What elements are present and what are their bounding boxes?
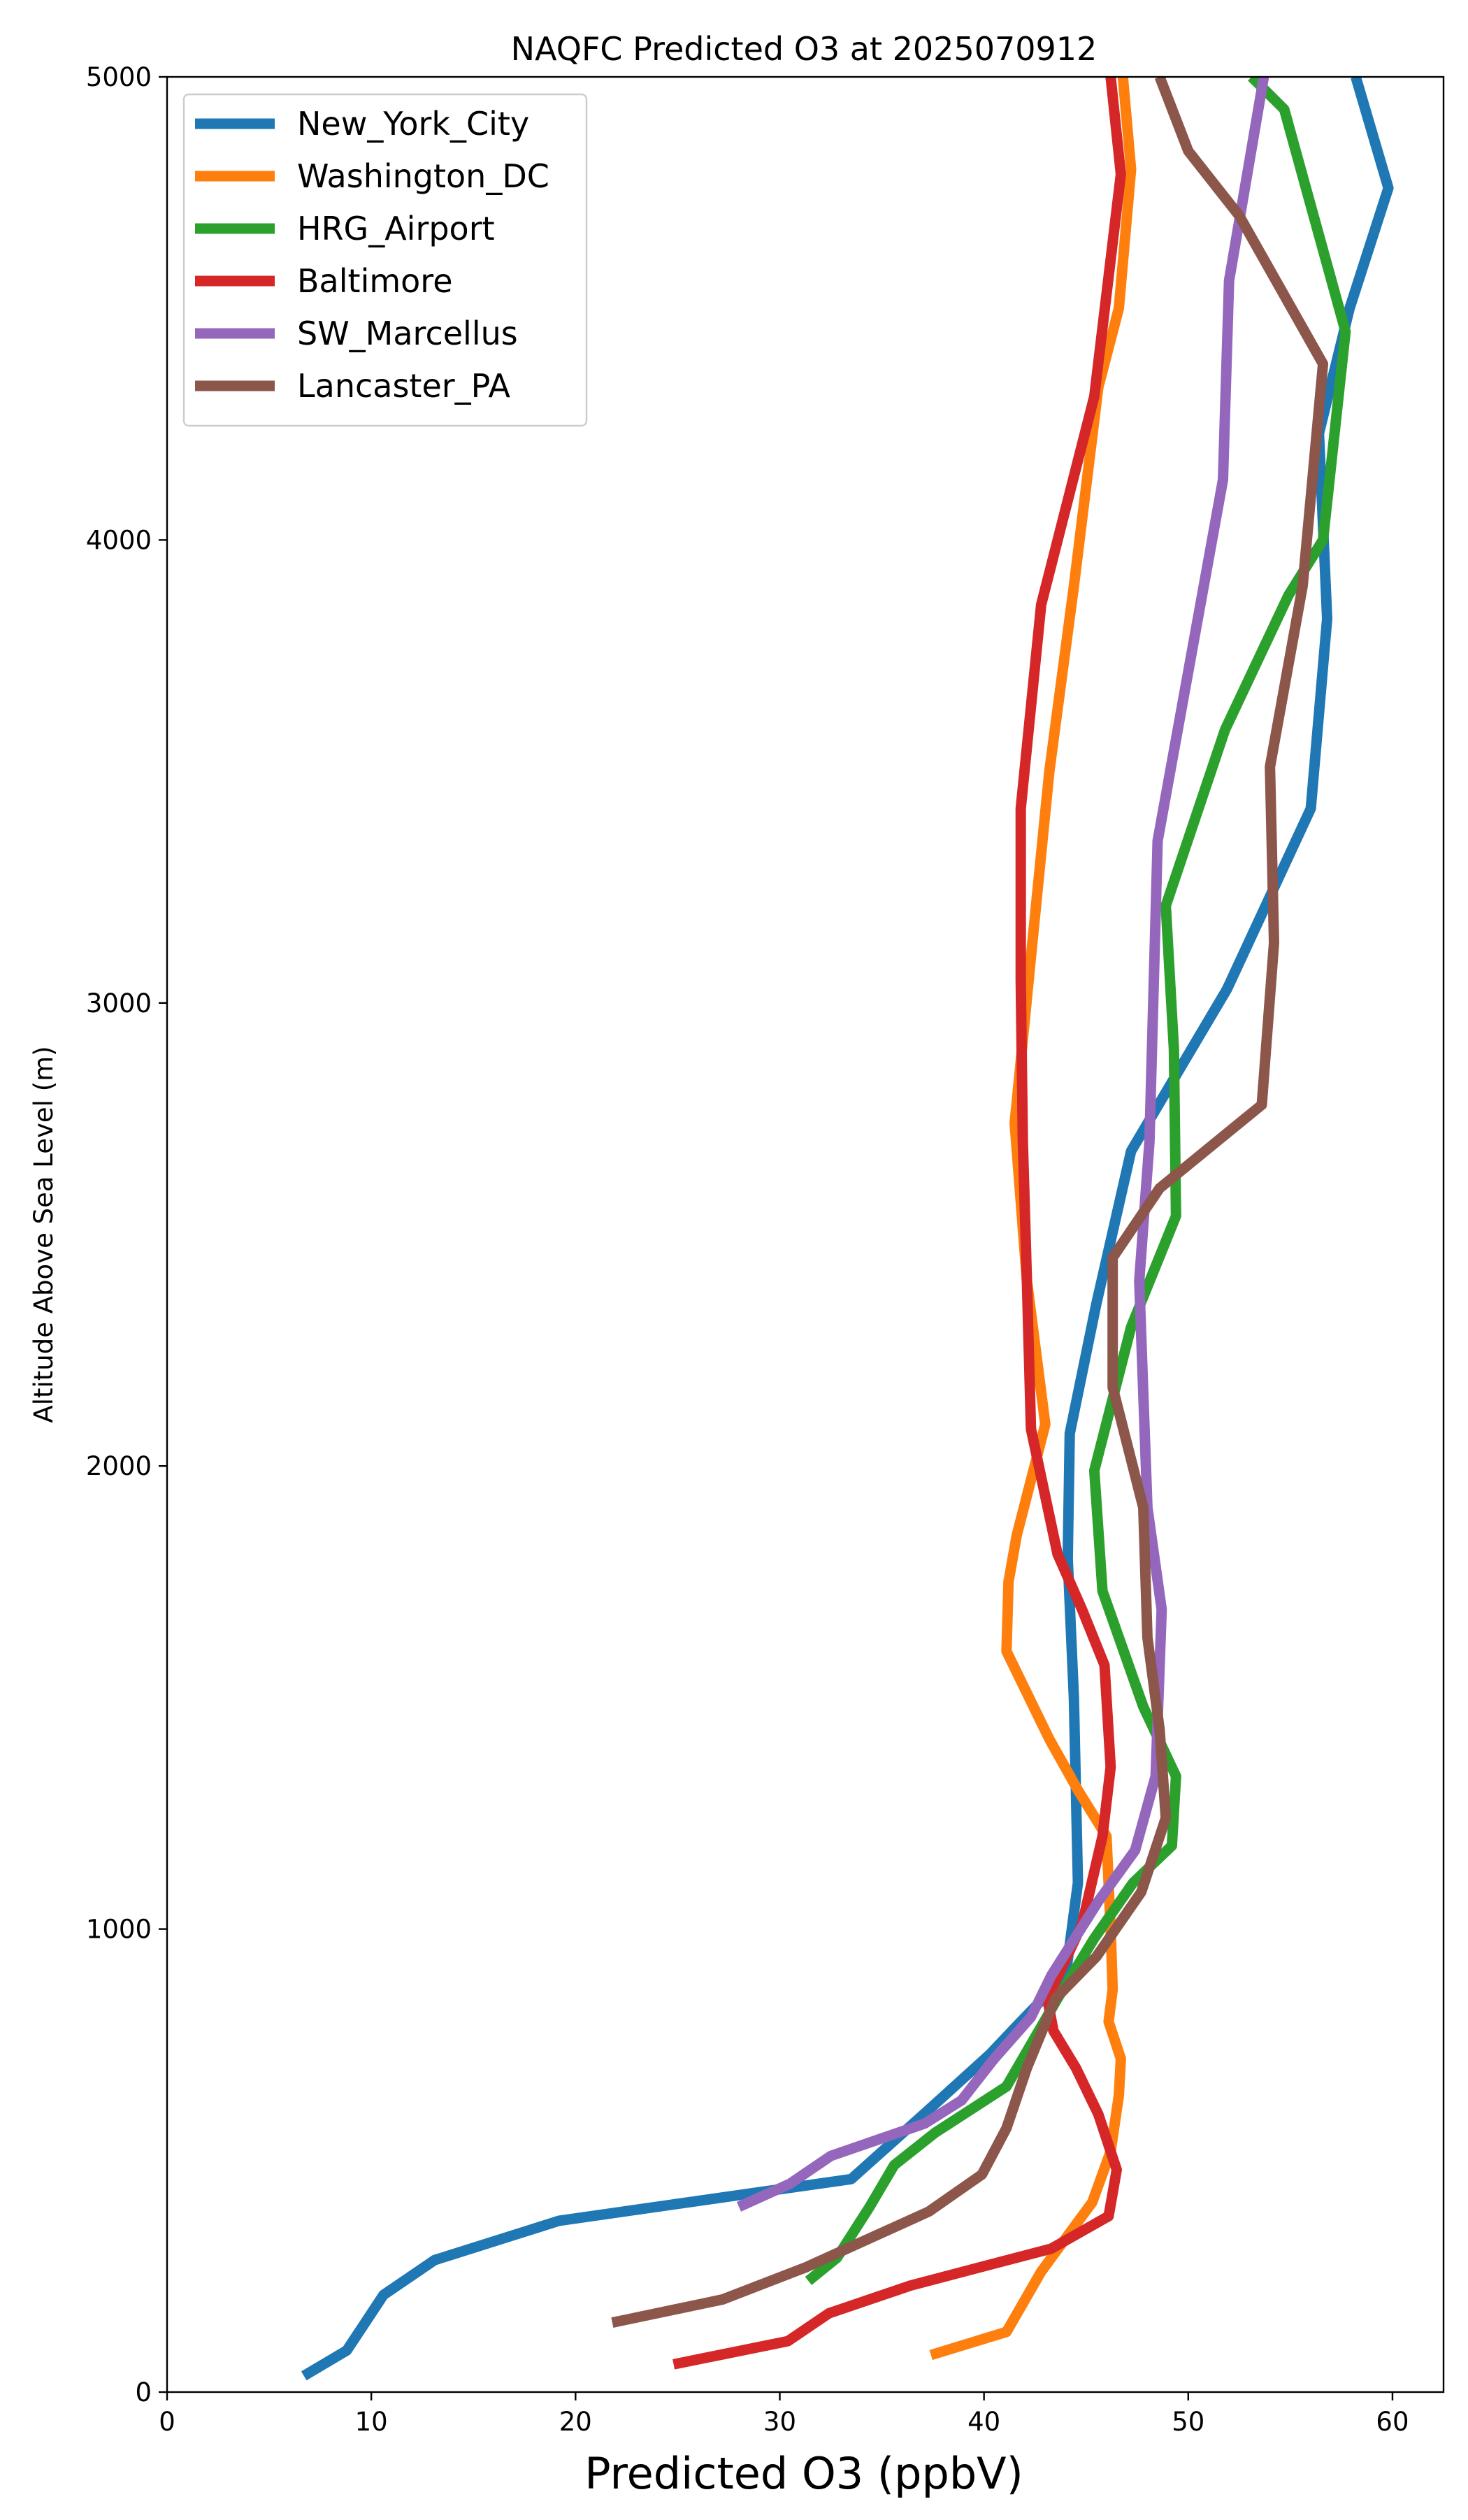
chart-title: NAQFC Predicted O3 at 2025070912 xyxy=(511,30,1098,68)
x-tick-label: 60 xyxy=(1376,2407,1409,2437)
series-line-baltimore xyxy=(672,77,1126,2370)
legend: New_York_City Washington_DC HRG_Airport Bal… xyxy=(182,93,588,427)
x-tick-label: 40 xyxy=(967,2407,1000,2437)
x-axis-label: Predicted O3 (ppbV) xyxy=(584,2448,1023,2499)
axes-layer: 0 10 20 30 40 50 60 0 1000 2000 3000 4000 5000 xyxy=(86,62,1445,2437)
x-tick-label: 50 xyxy=(1172,2407,1204,2437)
series-line-sw-marcellus xyxy=(736,77,1269,2212)
x-tick-label: 20 xyxy=(559,2407,592,2437)
x-tick-label: 0 xyxy=(159,2407,175,2437)
legend-label-new-york-city: New_York_City xyxy=(297,105,529,143)
y-tick-label: 4000 xyxy=(86,525,152,555)
series-line-new-york-city xyxy=(301,77,1394,2381)
x-tick-label: 10 xyxy=(355,2407,388,2437)
series-line-lancaster-pa xyxy=(611,77,1329,2328)
y-tick-label: 3000 xyxy=(86,988,152,1018)
legend-label-lancaster-pa: Lancaster_PA xyxy=(297,367,510,405)
legend-label-hrg-airport: HRG_Airport xyxy=(297,210,495,247)
legend-label-baltimore: Baltimore xyxy=(297,262,453,300)
legend-box xyxy=(182,93,588,427)
y-tick-label: 1000 xyxy=(86,1915,152,1945)
x-tick-label: 30 xyxy=(763,2407,796,2437)
series-line-hrg-airport xyxy=(805,77,1351,2285)
y-axis-label: Altitude Above Sea Level (m) xyxy=(29,1046,59,1423)
y-tick-label: 2000 xyxy=(86,1451,152,1481)
legend-label-sw-marcellus: SW_Marcellus xyxy=(297,315,518,352)
plot-frame xyxy=(166,75,1445,2393)
series-layer xyxy=(301,77,1394,2381)
legend-label-washington-dc: Washington_DC xyxy=(297,157,549,195)
y-tick-label: 0 xyxy=(135,2377,152,2407)
y-tick-label: 5000 xyxy=(86,62,152,92)
